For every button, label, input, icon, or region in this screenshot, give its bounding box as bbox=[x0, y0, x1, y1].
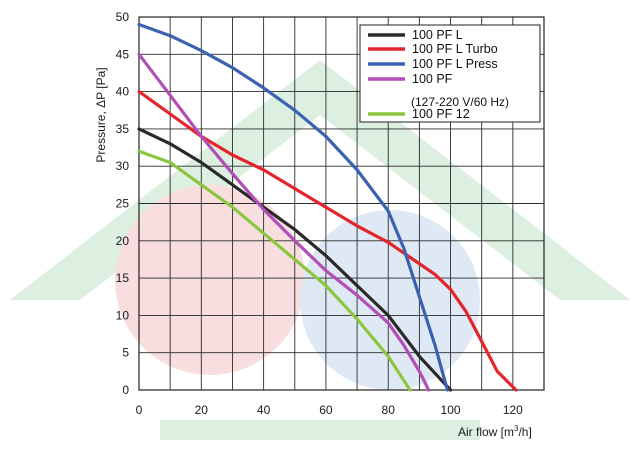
x-axis-title-prefix: Air flow [m bbox=[458, 425, 514, 439]
legend-label-100-pf-l-turbo: 100 PF L Turbo bbox=[412, 42, 498, 56]
x-tick-label: 60 bbox=[319, 403, 333, 417]
watermark-green-base bbox=[160, 420, 480, 440]
x-tick-label: 40 bbox=[257, 403, 271, 417]
x-tick-label: 100 bbox=[441, 403, 461, 417]
x-tick-label: 20 bbox=[195, 403, 209, 417]
watermark-green-roof bbox=[10, 60, 630, 300]
plot-frame bbox=[138, 16, 545, 391]
y-tick-label: 35 bbox=[116, 122, 130, 136]
y-tick-label: 20 bbox=[116, 234, 130, 248]
y-tick-label: 25 bbox=[116, 197, 130, 211]
y-tick-label: 45 bbox=[116, 47, 130, 61]
x-axis-title-superscript: 3 bbox=[514, 424, 519, 433]
x-tick-labels: 0 20 40 60 80 100 120 bbox=[136, 403, 524, 417]
series-line-100-pf-l bbox=[137, 127, 453, 392]
watermark-blue-disc bbox=[300, 210, 480, 390]
series-line-100-pf-l-turbo bbox=[137, 90, 518, 392]
legend-label-100-pf-l: 100 PF L bbox=[412, 28, 463, 42]
y-tick-label: 40 bbox=[116, 85, 130, 99]
y-tick-label: 5 bbox=[122, 346, 129, 360]
y-tick-label: 30 bbox=[116, 159, 130, 173]
x-tick-label: 0 bbox=[136, 403, 143, 417]
y-tick-labels: 0 5 10 15 20 25 30 35 40 45 50 bbox=[116, 10, 130, 397]
series-line-100-pf-12 bbox=[137, 149, 412, 392]
y-tick-label: 15 bbox=[116, 271, 130, 285]
watermark-red-disc bbox=[115, 185, 305, 375]
x-tick-label: 80 bbox=[382, 403, 396, 417]
y-tick-label: 50 bbox=[116, 10, 130, 24]
x-axis-title: Air flow [m3/h] bbox=[458, 424, 532, 439]
legend-label-100-pf: 100 PF bbox=[412, 72, 453, 86]
series-line-100-pf-l-press bbox=[137, 22, 449, 392]
series-lines bbox=[137, 22, 518, 392]
legend-label-100-pf-12: 100 PF 12 bbox=[412, 107, 470, 121]
legend-voltage-note: (127-220 V/60 Hz) bbox=[411, 95, 509, 109]
y-tick-label: 0 bbox=[122, 383, 129, 397]
legend-label-100-pf-l-press: 100 PF L Press bbox=[412, 57, 498, 71]
x-axis-title-suffix: /h] bbox=[518, 425, 531, 439]
y-axis-title: Pressure, ΔP [Pa] bbox=[94, 67, 108, 162]
y-tick-label: 10 bbox=[116, 308, 130, 322]
legend-box bbox=[359, 24, 541, 123]
x-tick-label: 120 bbox=[503, 403, 523, 417]
series-line-100-pf bbox=[137, 52, 431, 392]
